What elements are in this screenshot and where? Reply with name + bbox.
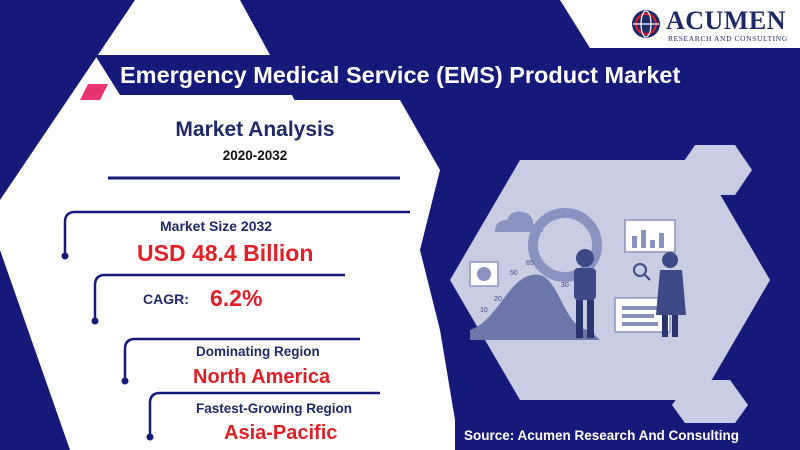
fastest-region-label: Fastest-Growing Region xyxy=(196,401,353,416)
area-chart-shape xyxy=(470,274,600,340)
brand-name: ACUMEN xyxy=(666,6,786,35)
person-presenter-body xyxy=(656,270,686,315)
analysis-years: 2020-2032 xyxy=(222,148,288,163)
globe-icon xyxy=(632,10,660,38)
hexagon-small-bottom xyxy=(672,380,748,430)
connector-fastest xyxy=(148,391,380,436)
top-left-wedge xyxy=(0,0,135,200)
connector-cagr xyxy=(93,273,345,320)
cloud-icon xyxy=(495,211,543,232)
dominating-region-label: Dominating Region xyxy=(196,344,320,359)
chart-number: 65 xyxy=(526,260,534,267)
acumen-logo: ACUMEN RESEARCH AND CONSULTING xyxy=(630,6,795,46)
market-size-label: Market Size 2032 xyxy=(160,218,273,234)
person-analyst-head xyxy=(576,249,594,267)
brand-tagline: RESEARCH AND CONSULTING xyxy=(668,34,788,43)
person-presenter-head xyxy=(662,252,678,268)
chart-number: 30 xyxy=(561,282,569,289)
source-credit: Source: Acumen Research And Consulting xyxy=(456,423,754,448)
bottom-left-wedge xyxy=(0,250,70,450)
chart-number: 20 xyxy=(494,296,502,303)
chart-number: 50 xyxy=(510,270,518,277)
hexagon-small-top xyxy=(678,145,752,195)
person-analyst-body xyxy=(574,268,596,300)
market-size-value: USD 48.4 Billion xyxy=(137,240,314,266)
dominating-region-value: North America xyxy=(193,366,331,388)
donut-chart xyxy=(528,208,602,282)
fastest-region-value: Asia-Pacific xyxy=(224,422,338,444)
title-bar xyxy=(95,55,800,95)
market-analysis-heading: Market Analysis xyxy=(175,118,335,141)
page-title: Emergency Medical Service (EMS) Product … xyxy=(120,62,681,88)
pink-accent xyxy=(80,84,108,100)
chart-number: 10 xyxy=(480,307,488,314)
connector-dominating xyxy=(123,337,360,380)
logo-background xyxy=(560,0,800,48)
connector-market-size xyxy=(63,210,410,255)
cagr-value: 6.2% xyxy=(210,285,263,311)
magnifier-icon xyxy=(633,263,647,277)
cagr-label: CAGR: xyxy=(143,291,189,307)
